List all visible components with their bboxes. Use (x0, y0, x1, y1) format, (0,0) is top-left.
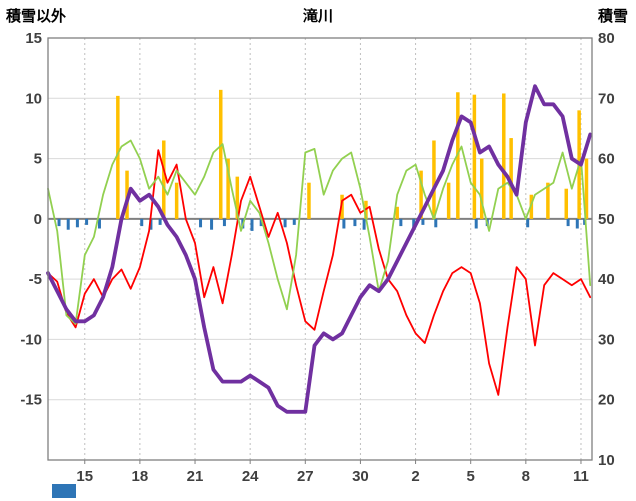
snow-depth-series-line (46, 84, 593, 414)
bottom-left-blue-marker (52, 484, 76, 498)
gridlines (48, 37, 592, 460)
svg-text:70: 70 (598, 90, 615, 107)
svg-text:5: 5 (467, 468, 475, 485)
svg-text:24: 24 (242, 468, 259, 485)
svg-text:-10: -10 (20, 331, 42, 348)
svg-text:80: 80 (598, 30, 615, 47)
svg-text:20: 20 (598, 392, 615, 409)
svg-text:10: 10 (25, 90, 42, 107)
svg-text:27: 27 (297, 468, 314, 485)
green-series-line (47, 139, 592, 325)
blue-bars (57, 218, 587, 231)
left-axis-title: 積雪以外 (6, 8, 67, 25)
svg-text:10: 10 (598, 452, 615, 469)
svg-text:5: 5 (34, 151, 42, 168)
svg-text:15: 15 (25, 30, 42, 47)
svg-text:11: 11 (573, 468, 589, 485)
svg-text:18: 18 (132, 468, 149, 485)
svg-text:0: 0 (34, 211, 42, 228)
right-axis-title: 積雪 (597, 8, 628, 25)
svg-text:21: 21 (187, 468, 204, 485)
svg-text:-5: -5 (29, 271, 42, 288)
svg-text:40: 40 (598, 271, 615, 288)
svg-text:30: 30 (352, 468, 369, 485)
plot-border (47, 37, 593, 461)
red-series-line (47, 149, 592, 396)
chart-title: 滝川 (302, 8, 333, 25)
svg-text:50: 50 (598, 211, 615, 228)
svg-text:2: 2 (411, 468, 419, 485)
svg-text:15: 15 (76, 468, 93, 485)
svg-text:60: 60 (598, 151, 615, 168)
svg-text:-15: -15 (20, 392, 42, 409)
svg-text:30: 30 (598, 331, 615, 348)
svg-text:8: 8 (522, 468, 530, 485)
